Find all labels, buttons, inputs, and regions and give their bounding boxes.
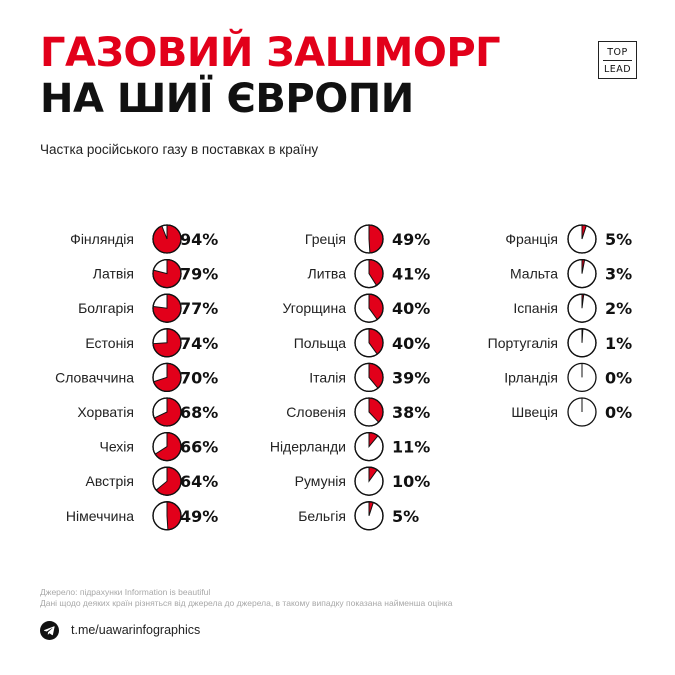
chart-subtitle: Частка російського газу в поставках в кр… <box>40 142 319 157</box>
country-label: Португалія <box>488 335 558 351</box>
country-label: Чехія <box>99 439 134 455</box>
top-lead-logo: TOP LEAD <box>598 41 637 79</box>
value-label: 94% <box>180 230 218 249</box>
country-label: Італія <box>309 369 346 385</box>
value-label: 41% <box>392 265 430 284</box>
value-label: 70% <box>180 368 218 387</box>
pie-row: Франція 5% <box>505 224 632 254</box>
country-label: Словенія <box>286 404 346 420</box>
source-line-2: Дані щодо деяких країн різняться від дже… <box>40 598 453 608</box>
pie-row: Румунія 10% <box>295 466 430 496</box>
pie-row: Нідерланди 11% <box>270 431 430 462</box>
pie-row: Австрія 64% <box>85 466 218 496</box>
country-label: Румунія <box>295 473 346 489</box>
pie-slice <box>166 501 182 531</box>
country-label: Угорщина <box>283 300 347 316</box>
pie-row: Словаччина 70% <box>55 362 218 393</box>
pie-row: Фінляндія 94% <box>70 224 218 254</box>
telegram-icon <box>40 621 59 640</box>
pie-chart-grid: Фінляндія 94% Латвія 79% Болгарія 77% Естонія 7… <box>55 224 632 531</box>
country-label: Нідерланди <box>270 439 346 455</box>
country-label: Іспанія <box>513 300 558 316</box>
value-label: 49% <box>180 507 218 526</box>
country-label: Греція <box>305 231 346 247</box>
logo-line-1: TOP <box>603 47 632 61</box>
pie-row: Німеччина 49% <box>66 501 218 531</box>
pie-row: Італія 39% <box>309 362 430 393</box>
pie-row: Чехія 66% <box>99 431 218 462</box>
country-label: Литва <box>308 266 347 282</box>
pie-row: Іспанія 2% <box>513 293 632 323</box>
pie-row: Словенія 38% <box>286 397 430 427</box>
pie-row: Хорватія 68% <box>77 397 218 427</box>
country-label: Хорватія <box>77 404 134 420</box>
country-label: Фінляндія <box>70 231 134 247</box>
country-label: Австрія <box>85 473 134 489</box>
value-label: 2% <box>605 299 632 318</box>
pie-row: Болгарія 77% <box>78 293 218 323</box>
value-label: 0% <box>605 403 632 422</box>
title-line-1: ГАЗОВИЙ ЗАШМОРГ <box>40 30 501 76</box>
pie-row: Литва 41% <box>308 258 430 289</box>
value-label: 3% <box>605 265 632 284</box>
value-label: 5% <box>392 507 419 526</box>
value-label: 68% <box>180 403 218 422</box>
value-label: 38% <box>392 403 430 422</box>
country-label: Мальта <box>510 266 558 282</box>
value-label: 79% <box>180 265 218 284</box>
country-label: Швеція <box>511 404 558 420</box>
country-label: Словаччина <box>55 369 134 385</box>
country-label: Ірландія <box>504 369 558 385</box>
country-label: Німеччина <box>66 508 134 524</box>
value-label: 49% <box>392 230 430 249</box>
country-label: Латвія <box>93 266 134 282</box>
pie-row: Мальта 3% <box>510 258 632 289</box>
value-label: 40% <box>392 299 430 318</box>
pie-row: Швеція 0% <box>511 397 632 427</box>
source-line-1: Джерело: підрахунки Information is beaut… <box>40 587 211 597</box>
pie-row: Польща 40% <box>294 328 430 358</box>
value-label: 5% <box>605 230 632 249</box>
pie-row: Ірландія 0% <box>504 362 632 393</box>
logo-line-2: LEAD <box>603 64 632 75</box>
source-note: Джерело: підрахунки Information is beaut… <box>40 587 452 609</box>
country-label: Бельгія <box>298 508 346 524</box>
value-label: 40% <box>392 334 430 353</box>
value-label: 39% <box>392 368 430 387</box>
title-line-2: НА ШИЇ ЄВРОПИ <box>40 76 414 122</box>
pie-slice <box>368 224 384 254</box>
value-label: 64% <box>180 472 218 491</box>
value-label: 77% <box>180 299 218 318</box>
value-label: 11% <box>392 438 430 457</box>
pie-row: Угорщина 40% <box>283 293 430 323</box>
pie-row: Бельгія 5% <box>298 501 419 531</box>
pie-row: Естонія 74% <box>85 328 218 358</box>
country-label: Естонія <box>85 335 134 351</box>
value-label: 0% <box>605 368 632 387</box>
country-label: Болгарія <box>78 300 134 316</box>
pie-row: Латвія 79% <box>93 258 218 289</box>
value-label: 74% <box>180 334 218 353</box>
value-label: 66% <box>180 438 218 457</box>
pie-row: Греція 49% <box>305 224 430 254</box>
country-label: Франція <box>505 231 558 247</box>
country-label: Польща <box>294 335 347 351</box>
pie-row: Португалія 1% <box>488 328 632 358</box>
value-label: 1% <box>605 334 632 353</box>
telegram-link[interactable]: t.me/uawarinfographics <box>71 623 201 637</box>
value-label: 10% <box>392 472 430 491</box>
